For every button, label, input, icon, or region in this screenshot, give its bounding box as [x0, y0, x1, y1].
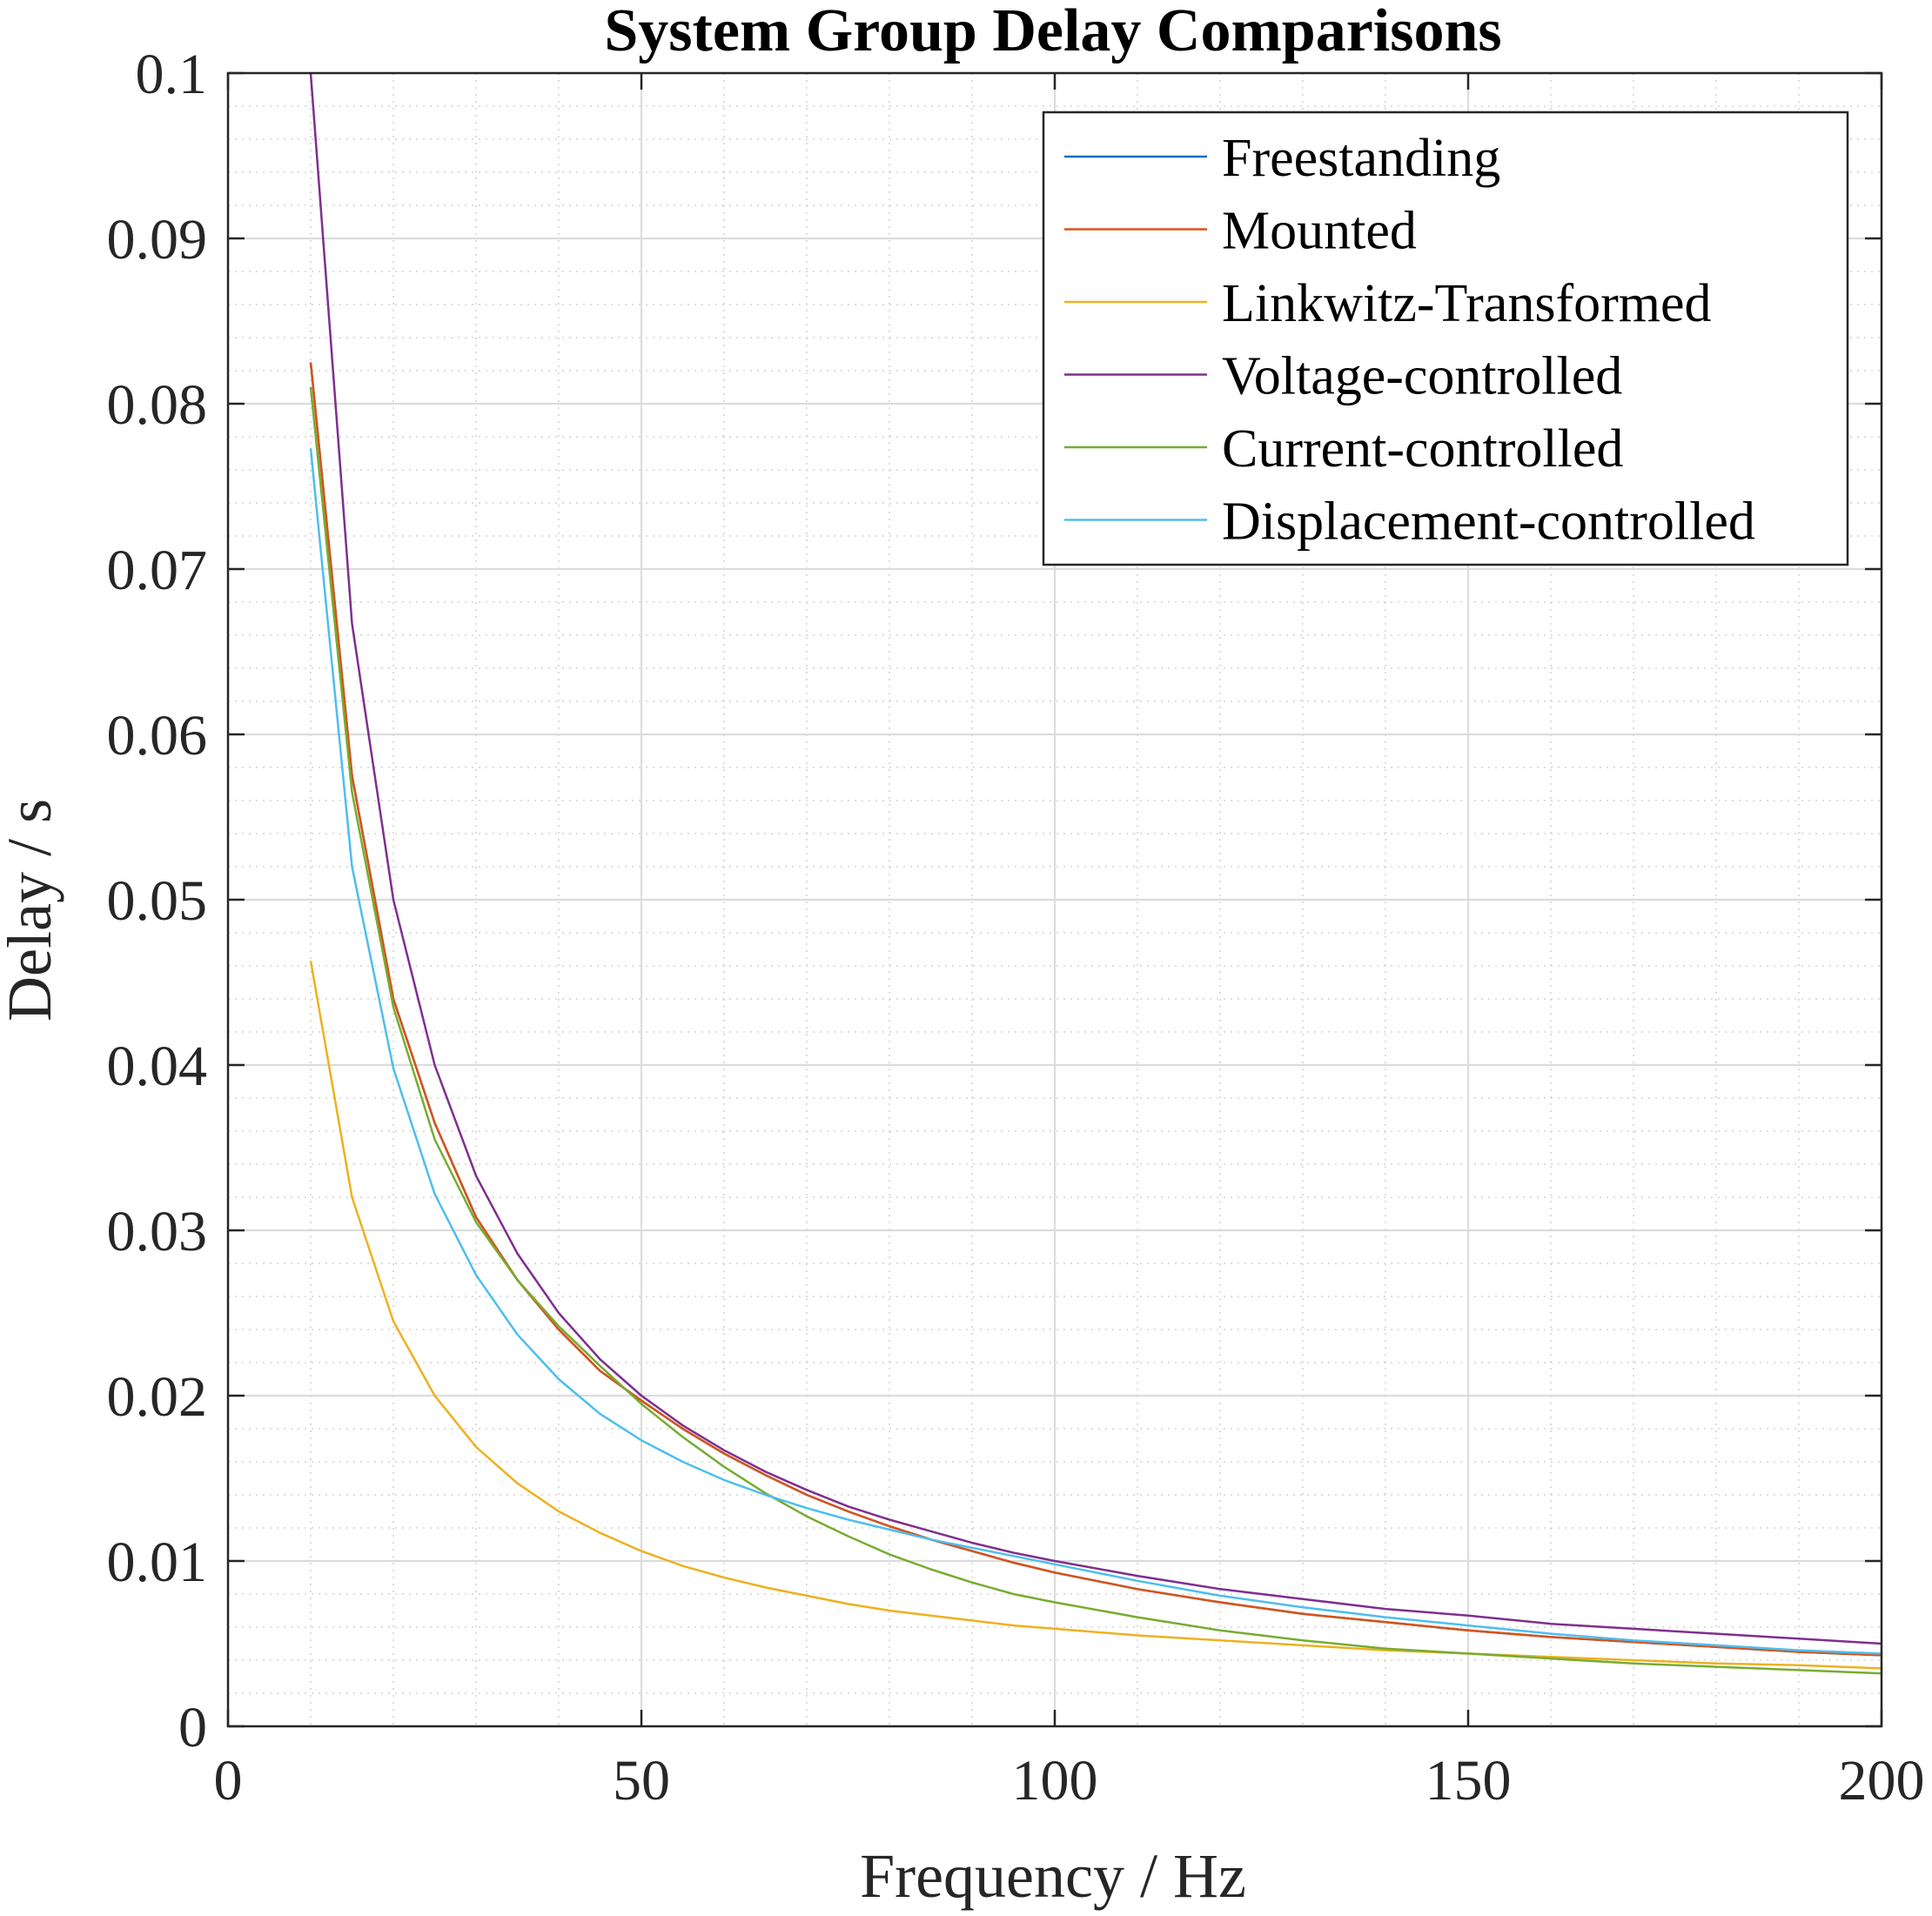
y-tick-label: 0: [178, 1696, 207, 1759]
series-line-current-controlled: [309, 386, 1882, 1675]
y-axis-label: Delay / s: [0, 799, 64, 1022]
x-tick-label: 100: [1012, 1749, 1098, 1812]
y-tick-label: 0.1: [136, 43, 208, 106]
y-tick-label: 0.02: [107, 1365, 208, 1429]
legend-entries: Freestanding Mounted Linkwitz-Transformed V…: [1064, 129, 1755, 552]
legend-label-displacement-controlled: Displacement-controlled: [1222, 492, 1755, 552]
y-tick-label: 0.06: [107, 704, 208, 767]
y-tick-label: 0.05: [107, 869, 208, 933]
series-line-displacement-controlled: [309, 448, 1882, 1655]
legend: Freestanding Mounted Linkwitz-Transformed V…: [1042, 111, 1849, 566]
x-tick-label: 0: [214, 1749, 243, 1812]
legend-box: [1042, 111, 1849, 566]
axis-ticks: [226, 71, 1883, 1728]
y-tick-label: 0.03: [107, 1200, 208, 1263]
legend-label-linkwitz-transformed: Linkwitz-Transformed: [1222, 274, 1712, 333]
series-lines: [309, 72, 1882, 1675]
y-tick-label: 0.04: [107, 1035, 208, 1098]
y-tick-label: 0.08: [107, 373, 208, 437]
tick-labels: 0 50 100 150 200 0 0.01 0.02 0.03 0.04 0.05 0.06 0.0…: [107, 43, 1925, 1812]
y-tick-label: 0.01: [107, 1531, 208, 1594]
x-axis-label: Frequency / Hz: [860, 1841, 1246, 1911]
legend-label-current-controlled: Current-controlled: [1222, 419, 1623, 479]
legend-label-mounted: Mounted: [1222, 202, 1417, 261]
legend-label-voltage-controlled: Voltage-controlled: [1222, 347, 1622, 406]
chart-title: System Group Delay Comparisons: [604, 0, 1501, 64]
y-tick-label: 0.09: [107, 208, 208, 271]
legend-label-freestanding: Freestanding: [1222, 129, 1500, 188]
x-tick-label: 200: [1839, 1749, 1925, 1812]
series-line-voltage-controlled: [309, 72, 1882, 1645]
y-tick-label: 0.07: [107, 539, 208, 602]
x-tick-label: 50: [613, 1749, 670, 1812]
x-tick-label: 150: [1426, 1749, 1512, 1812]
